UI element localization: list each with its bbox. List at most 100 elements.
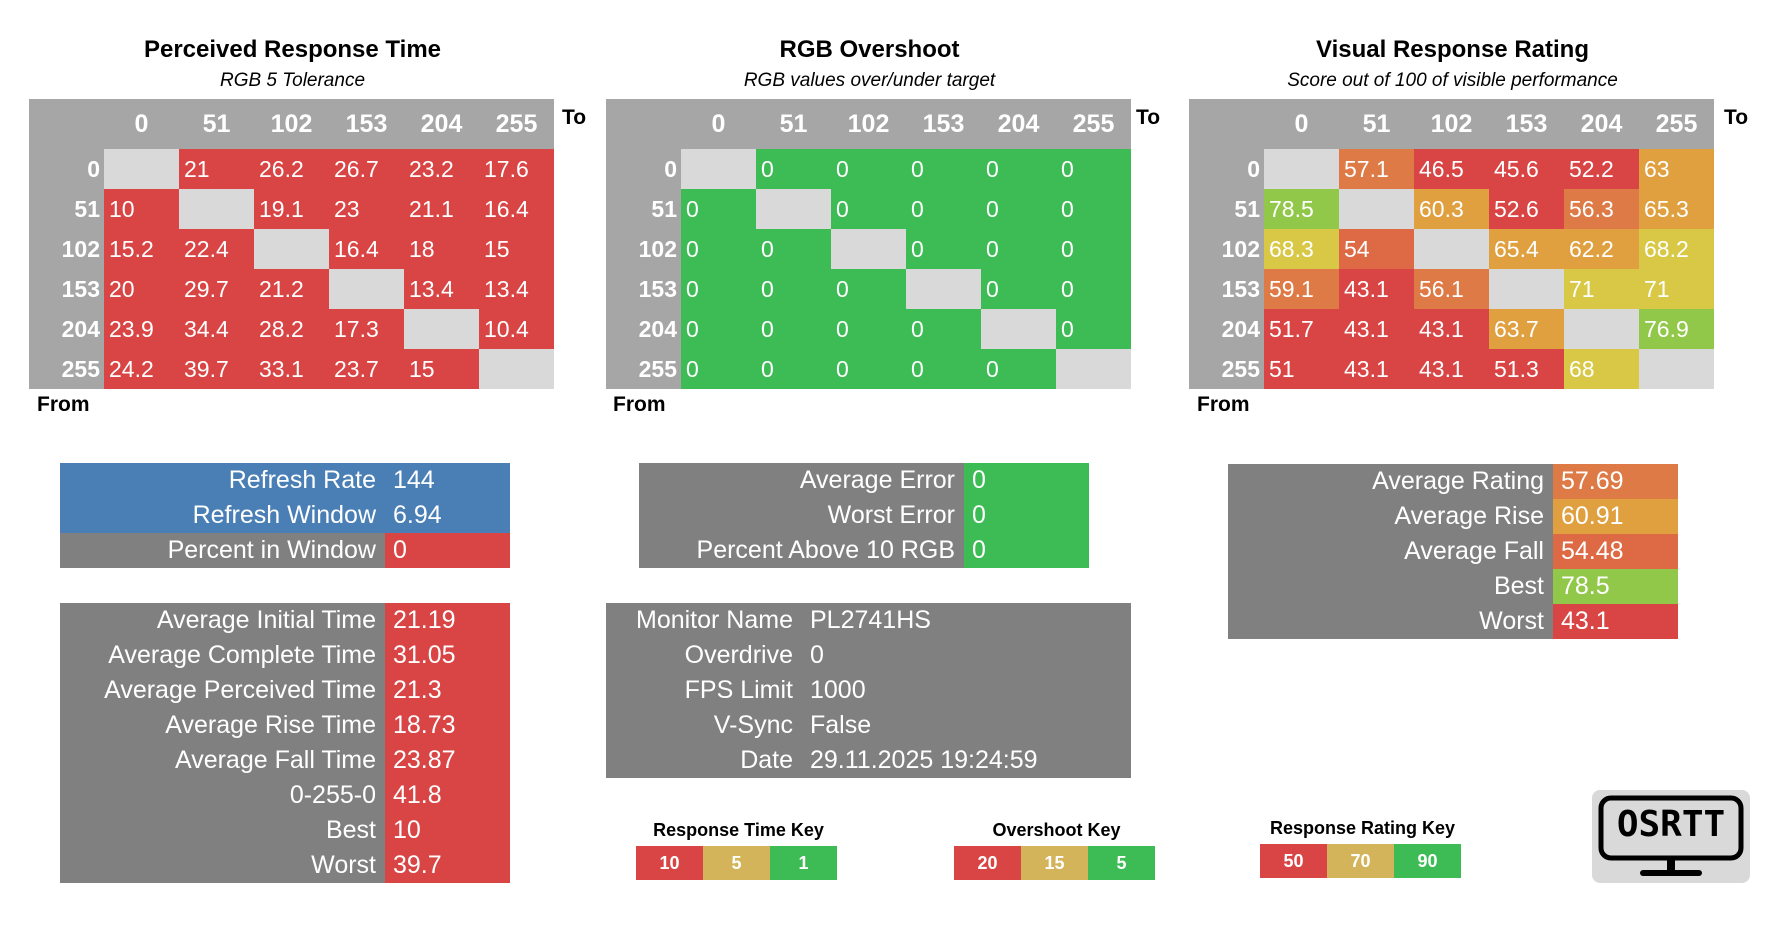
time-stat-label: Worst <box>60 848 385 883</box>
overshoot-row-header: 0 <box>664 155 677 182</box>
vrr-row-header: 255 <box>1221 355 1260 382</box>
prt-row-header: 51 <box>74 195 100 222</box>
overshoot-cell: 0 <box>831 349 906 389</box>
overshoot-cell: 0 <box>756 349 831 389</box>
overshoot-col-header: 51 <box>779 109 808 138</box>
overshoot-cell: 0 <box>1056 189 1131 229</box>
response-key-low: 1 <box>770 846 837 880</box>
prt-to-label: To <box>562 106 587 129</box>
overshoot-cell: 0 <box>681 309 756 349</box>
overshoot-cell: 0 <box>831 309 906 349</box>
overshoot-subtitle: RGB values over/under target <box>743 70 996 91</box>
prt-cell: 16.4 <box>479 189 554 229</box>
prt-cell: 23 <box>329 189 404 229</box>
overshoot-cell: 0 <box>981 349 1056 389</box>
prt-col-header: 153 <box>345 109 388 138</box>
prt-col-header: 255 <box>495 109 538 138</box>
monitor-stat-label: V-Sync <box>606 708 802 743</box>
vrr-col-header: 102 <box>1430 109 1473 138</box>
vrr-cell: 43.1 <box>1414 309 1489 349</box>
refresh-label: Refresh Window <box>60 498 385 533</box>
overshoot-row-header: 255 <box>638 355 677 382</box>
time-stat-value: 39.7 <box>385 848 510 883</box>
rating-key-high: 90 <box>1394 844 1461 878</box>
monitor-stat-value: False <box>802 708 1131 743</box>
vrr-cell: 52.6 <box>1489 189 1564 229</box>
prt-cell: 23.2 <box>404 149 479 189</box>
vrr-to-label: To <box>1724 106 1749 129</box>
prt-cell: 15 <box>479 229 554 269</box>
rating-stat-value: 54.48 <box>1553 534 1678 569</box>
prt-cell: 10 <box>104 189 179 229</box>
prt-cell: 33.1 <box>254 349 329 389</box>
vrr-cell: 43.1 <box>1339 269 1414 309</box>
overshoot-col-header: 153 <box>922 109 965 138</box>
vrr-diagonal-cell <box>1639 349 1714 389</box>
prt-cell: 21 <box>179 149 254 189</box>
refresh-stats-table: Refresh Rate 144 Refresh Window 6.94 Percent… <box>60 463 510 568</box>
monitor-stat-label: Monitor Name <box>606 603 802 638</box>
prt-cell: 22.4 <box>179 229 254 269</box>
overshoot-diagonal-cell <box>831 229 906 269</box>
monitor-icon <box>1598 795 1744 876</box>
vrr-cell: 68 <box>1564 349 1639 389</box>
prt-diagonal-cell <box>404 309 479 349</box>
overshoot-cell: 0 <box>1056 229 1131 269</box>
response-time-key: Response Time Key 10 5 1 <box>636 820 841 880</box>
vrr-cell: 52.2 <box>1564 149 1639 189</box>
vrr-diagonal-cell <box>1564 309 1639 349</box>
refresh-label: Refresh Rate <box>60 463 385 498</box>
overshoot-row-header: 102 <box>638 235 677 262</box>
overshoot-key-low: 5 <box>1088 846 1155 880</box>
vrr-col-header: 51 <box>1362 109 1391 138</box>
vrr-col-header: 255 <box>1655 109 1698 138</box>
vrr-diagonal-cell <box>1414 229 1489 269</box>
time-stat-label: Average Fall Time <box>60 743 385 778</box>
vrr-row-header: 102 <box>1221 235 1260 262</box>
overshoot-col-header: 204 <box>997 109 1040 138</box>
response-time-key-title: Response Time Key <box>653 820 824 840</box>
overshoot-col-header: 0 <box>711 109 726 138</box>
prt-cell: 19.1 <box>254 189 329 229</box>
overshoot-cell: 0 <box>1056 149 1131 189</box>
time-stat-value: 18.73 <box>385 708 510 743</box>
overshoot-cell: 0 <box>756 229 831 269</box>
overshoot-cell: 0 <box>906 349 981 389</box>
monitor-stat-label: Date <box>606 743 802 778</box>
prt-diagonal-cell <box>479 349 554 389</box>
prt-row-header: 204 <box>61 315 100 342</box>
overshoot-cell: 0 <box>831 189 906 229</box>
overshoot-cell: 0 <box>681 189 756 229</box>
overshoot-cell: 0 <box>756 149 831 189</box>
logo-text: OSRTT <box>1616 804 1726 845</box>
prt-cell: 15.2 <box>104 229 179 269</box>
time-stat-label: Average Rise Time <box>60 708 385 743</box>
prt-cell: 23.9 <box>104 309 179 349</box>
vrr-cell: 54 <box>1339 229 1414 269</box>
vrr-corner <box>1189 99 1264 149</box>
prt-col-header: 51 <box>202 109 231 138</box>
overshoot-row-header: 51 <box>651 195 677 222</box>
vrr-row-header: 153 <box>1221 275 1260 302</box>
time-stat-label: Average Initial Time <box>60 603 385 638</box>
overshoot-cell: 0 <box>1056 309 1131 349</box>
time-stat-value: 10 <box>385 813 510 848</box>
refresh-label: Percent in Window <box>60 533 385 568</box>
vrr-cell: 71 <box>1564 269 1639 309</box>
monitor-stat-value: 29.11.2025 19:24:59 <box>802 743 1131 778</box>
vrr-cell: 57.1 <box>1339 149 1414 189</box>
vrr-cell: 56.1 <box>1414 269 1489 309</box>
overshoot-corner <box>606 99 681 149</box>
vrr-cell: 76.9 <box>1639 309 1714 349</box>
prt-subtitle: RGB 5 Tolerance <box>219 70 366 91</box>
rating-stat-value: 57.69 <box>1553 464 1678 499</box>
overshoot-row-header: 204 <box>638 315 677 342</box>
overshoot-diagonal-cell <box>981 309 1056 349</box>
prt-title: Perceived Response Time <box>143 36 442 63</box>
vrr-cell: 56.3 <box>1564 189 1639 229</box>
error-stat-value: 0 <box>964 498 1089 533</box>
overshoot-cell: 0 <box>906 189 981 229</box>
prt-cell: 29.7 <box>179 269 254 309</box>
perceived-response-time-grid: 0 51 102 153 204 255 0 21 26.2 26.7 23.2 17.6 51 10 19… <box>29 99 554 389</box>
rating-stat-label: Best <box>1228 569 1553 604</box>
